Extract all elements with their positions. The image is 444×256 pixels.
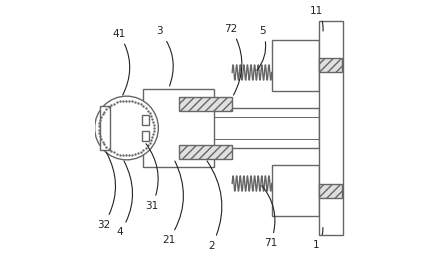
Text: 32: 32 <box>97 152 115 230</box>
FancyBboxPatch shape <box>110 108 319 148</box>
FancyBboxPatch shape <box>142 114 149 125</box>
Text: 4: 4 <box>117 161 133 237</box>
Text: 21: 21 <box>162 161 183 245</box>
Text: 1: 1 <box>313 228 323 250</box>
FancyBboxPatch shape <box>143 89 214 167</box>
FancyBboxPatch shape <box>272 165 319 216</box>
Text: 3: 3 <box>156 26 173 86</box>
Text: 71: 71 <box>262 186 277 248</box>
Text: 41: 41 <box>112 29 130 95</box>
FancyBboxPatch shape <box>319 21 343 235</box>
Text: 2: 2 <box>207 161 222 251</box>
FancyBboxPatch shape <box>100 106 111 150</box>
FancyBboxPatch shape <box>319 58 342 72</box>
Circle shape <box>95 96 159 160</box>
FancyBboxPatch shape <box>272 40 319 91</box>
Text: 31: 31 <box>145 144 159 211</box>
FancyBboxPatch shape <box>142 131 149 142</box>
Text: 11: 11 <box>309 6 323 31</box>
FancyBboxPatch shape <box>179 98 232 111</box>
FancyBboxPatch shape <box>179 145 232 158</box>
Text: 5: 5 <box>257 26 266 70</box>
Text: 72: 72 <box>224 24 242 95</box>
FancyBboxPatch shape <box>319 184 342 198</box>
